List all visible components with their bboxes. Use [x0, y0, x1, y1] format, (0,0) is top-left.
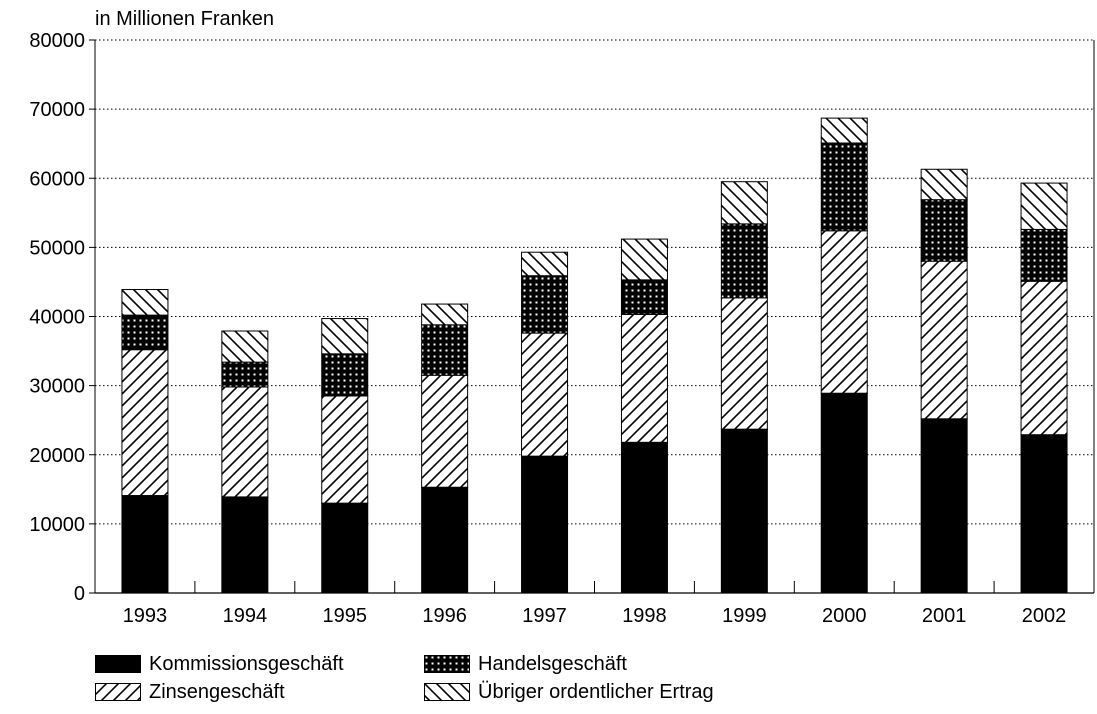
- bar-segment: [121, 495, 169, 594]
- bar-segment: [620, 441, 668, 594]
- bar-segment: [720, 223, 768, 299]
- y-unit-label: in Millionen Franken: [95, 8, 274, 30]
- x-tick-label: 1997: [522, 605, 567, 627]
- bar-segment: [221, 496, 269, 594]
- y-tick-label: 80000: [29, 30, 85, 52]
- bar-segment: [920, 418, 968, 594]
- legend: Kommissionsgeschäft Zinsengeschäft Hande…: [95, 652, 795, 712]
- chart-svg: in Millionen Franken 0 10000 20000 30000 400…: [29, 8, 1095, 627]
- legend-label: Übriger ordentlicher Ertrag: [478, 681, 714, 703]
- legend-swatch-dots: [424, 655, 470, 673]
- x-tick-label: 1998: [622, 605, 667, 627]
- bar-segment: [720, 297, 768, 430]
- legend-item-handelsgeschaeft: Handelsgeschäft: [424, 652, 627, 676]
- legend-swatch-solid: [95, 655, 141, 673]
- bar-segment: [121, 314, 169, 351]
- bar-segment: [620, 238, 668, 281]
- bar-segment: [920, 260, 968, 420]
- bar-segment: [421, 324, 469, 376]
- bar-segment: [121, 349, 169, 497]
- bar-segment: [521, 275, 569, 334]
- y-tick-label: 30000: [29, 376, 85, 398]
- bar-segment: [1020, 182, 1068, 230]
- bar-segment: [321, 318, 369, 355]
- bar-segment: [521, 455, 569, 594]
- bar-segment: [620, 313, 668, 443]
- legend-item-uebriger-ertrag: Übriger ordentlicher Ertrag: [424, 680, 714, 704]
- legend-label: Handelsgeschäft: [478, 653, 627, 675]
- legend-label: Zinsengeschäft: [149, 681, 285, 703]
- bar-segment: [820, 142, 868, 232]
- legend-label: Kommissionsgeschäft: [149, 653, 344, 675]
- y-tick-label: 40000: [29, 307, 85, 329]
- bar-segment: [521, 332, 569, 457]
- x-tick-label: 1993: [123, 605, 168, 627]
- bar-segment: [1020, 280, 1068, 436]
- x-tick-label: 1994: [223, 605, 268, 627]
- bar-segment: [521, 251, 569, 277]
- legend-swatch-diagonal: [95, 683, 141, 701]
- bar-segment: [421, 303, 469, 326]
- bar-segment: [920, 168, 968, 201]
- x-tick-label: 1999: [722, 605, 767, 627]
- legend-item-zinsengeschaeft: Zinsengeschäft: [95, 680, 285, 704]
- bar-segment: [1020, 228, 1068, 282]
- y-tick-label: 0: [74, 583, 85, 605]
- y-tick-label: 50000: [29, 237, 85, 259]
- bar-segment: [221, 361, 269, 388]
- bar-segment: [221, 386, 269, 498]
- x-tick-label: 2002: [1022, 605, 1067, 627]
- x-tick-label: 1996: [422, 605, 467, 627]
- bar-segment: [720, 181, 768, 225]
- y-tick-label: 60000: [29, 168, 85, 190]
- bar-segment: [321, 395, 369, 504]
- bar-segment: [820, 230, 868, 394]
- y-tick-label: 70000: [29, 99, 85, 121]
- x-tick-label: 2001: [922, 605, 967, 627]
- y-tick-label: 20000: [29, 445, 85, 467]
- bar-segment: [820, 117, 868, 144]
- bar-segment: [321, 502, 369, 594]
- bar-segment: [820, 392, 868, 594]
- bar-segment: [1020, 434, 1068, 594]
- y-tick-label: 10000: [29, 514, 85, 536]
- x-tick-label: 1995: [323, 605, 368, 627]
- x-tick-label: 2000: [822, 605, 867, 627]
- bar-segment: [720, 428, 768, 594]
- bar-segment: [121, 289, 169, 316]
- legend-swatch-backslash: [424, 683, 470, 701]
- bars: [121, 117, 1068, 594]
- bar-segment: [421, 374, 469, 488]
- legend-item-kommissionsgeschaeft: Kommissionsgeschäft: [95, 652, 344, 676]
- bar-segment: [920, 199, 968, 262]
- axes: 0 10000 20000 30000 40000 50000 60000 70000 8000…: [29, 30, 1095, 627]
- bar-segment: [421, 486, 469, 594]
- bar-segment: [620, 279, 668, 315]
- bar-segment: [221, 330, 269, 363]
- bar-segment: [321, 353, 369, 397]
